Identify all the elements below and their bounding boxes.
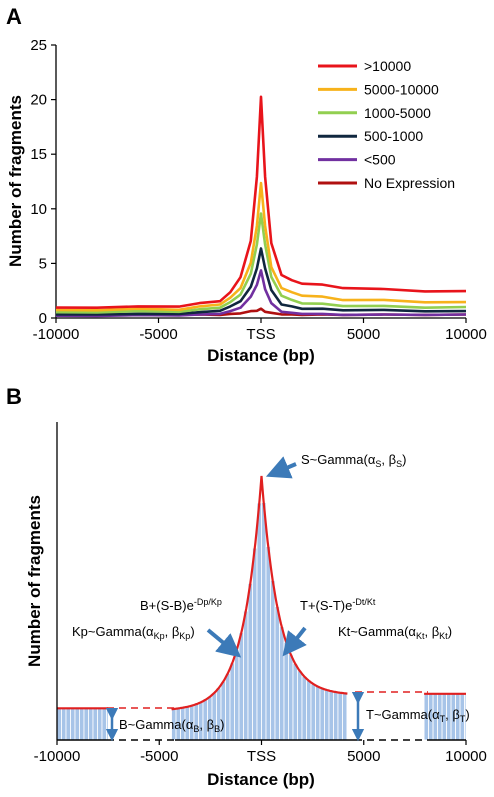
panel-b-x-tick-label: -5000 bbox=[140, 748, 178, 765]
panel-b-x-axis-title: Distance (bp) bbox=[207, 770, 315, 789]
histogram-bar bbox=[333, 691, 339, 741]
panel-b-x-tick-label: -10000 bbox=[34, 748, 81, 765]
histogram-bar bbox=[292, 663, 298, 741]
histogram-bar bbox=[243, 610, 249, 741]
histogram-bar bbox=[92, 707, 98, 741]
histogram-bar bbox=[56, 707, 62, 741]
panel-a-y-axis-title: Number of fragments bbox=[6, 95, 25, 267]
panel-b-x-tick-label: 10000 bbox=[445, 748, 487, 765]
histogram-bar bbox=[301, 675, 307, 741]
histogram-bar bbox=[288, 653, 294, 741]
histogram-bar bbox=[238, 632, 244, 741]
histogram-bar bbox=[234, 649, 240, 741]
annotation-t: T~Gamma(αT, βT) bbox=[366, 707, 470, 724]
histogram-bar bbox=[274, 606, 280, 741]
panel-b-x-tick-label: TSS bbox=[247, 748, 276, 765]
formula-left: B+(S-B)e-Dp/Kp bbox=[140, 597, 222, 613]
histogram-bar bbox=[283, 641, 289, 741]
histogram-bar bbox=[193, 703, 199, 741]
panel-a-y-tick-label: 20 bbox=[30, 92, 47, 109]
histogram-bar bbox=[83, 707, 89, 741]
histogram-bar bbox=[252, 547, 258, 741]
panel-a-y-tick-label: 10 bbox=[30, 201, 47, 218]
panel-a-x-axis-title: Distance (bp) bbox=[207, 346, 315, 365]
panel-a: A 0 5 10 15 20 25 -10000 -5000 TSS 5000 10000 Num… bbox=[6, 4, 487, 365]
panel-b-label: B bbox=[6, 384, 22, 409]
panel-a-y-tick-label: 5 bbox=[39, 255, 47, 272]
histogram-bar bbox=[101, 707, 107, 741]
histogram-bar bbox=[337, 692, 343, 741]
arrow-left-slope bbox=[206, 628, 242, 658]
annotation-kp: Kp~Gamma(αKp, βKp) bbox=[72, 624, 195, 641]
panel-a-x-tick-label: TSS bbox=[246, 326, 275, 343]
histogram-bar bbox=[265, 546, 271, 741]
series-line bbox=[55, 269, 467, 318]
legend-label: 1000-5000 bbox=[364, 105, 431, 121]
panel-b-x-tick-label: 5000 bbox=[347, 748, 380, 765]
panel-a-y-tick-label: 25 bbox=[30, 37, 47, 54]
panel-a-series-lines bbox=[55, 95, 467, 318]
series-line bbox=[55, 181, 467, 312]
arrow-to-peak bbox=[265, 456, 297, 479]
histogram-bar bbox=[306, 680, 312, 741]
formula-right: T+(S-T)e-Dt/Kt bbox=[300, 597, 376, 613]
histogram-bar bbox=[65, 707, 71, 741]
annotation-b: B~Gamma(αB, βB) bbox=[119, 717, 224, 734]
panel-a-y-tick-label: 0 bbox=[39, 310, 47, 327]
panel-a-legend: >10000 5000-10000 1000-5000 500-1000 <500 No … bbox=[318, 58, 455, 191]
histogram-bar bbox=[270, 579, 276, 741]
panel-a-y-ticks: 0 5 10 15 20 25 bbox=[30, 37, 56, 327]
histogram-bar bbox=[229, 662, 235, 741]
panel-b-model-curve bbox=[57, 475, 466, 711]
panel-b-x-ticks: -10000 -5000 TSS 5000 10000 bbox=[34, 740, 487, 765]
histogram-bar bbox=[310, 683, 316, 741]
histogram-bar bbox=[279, 626, 285, 741]
histogram-bar bbox=[342, 692, 348, 741]
series-line bbox=[55, 212, 467, 314]
histogram-bar bbox=[79, 707, 85, 741]
legend-label: 5000-10000 bbox=[364, 81, 439, 97]
panel-a-x-tick-label: 5000 bbox=[347, 326, 380, 343]
arrow-right-slope bbox=[282, 626, 307, 657]
legend-label: >10000 bbox=[364, 58, 411, 74]
panel-a-x-tick-label: -5000 bbox=[139, 326, 177, 343]
histogram-bar bbox=[261, 502, 267, 741]
histogram-bar bbox=[70, 707, 76, 741]
histogram-bar bbox=[256, 502, 262, 741]
series-line bbox=[55, 95, 467, 309]
histogram-bar bbox=[319, 688, 325, 741]
histogram-bar bbox=[74, 707, 80, 741]
panel-a-x-tick-label: -10000 bbox=[33, 326, 80, 343]
annotation-peak: S~Gamma(αS, βS) bbox=[301, 452, 406, 469]
histogram-bar bbox=[106, 707, 109, 741]
panel-a-label: A bbox=[6, 4, 22, 29]
panel-a-x-ticks: -10000 -5000 TSS 5000 10000 bbox=[33, 318, 487, 343]
annotation-kt: Kt~Gamma(αKt, βKt) bbox=[338, 624, 452, 641]
histogram-bar bbox=[97, 707, 103, 741]
legend-label: 500-1000 bbox=[364, 128, 423, 144]
panel-b-bars bbox=[56, 502, 467, 741]
histogram-bar bbox=[324, 689, 330, 741]
histogram-bar bbox=[61, 707, 67, 741]
histogram-bar bbox=[88, 707, 94, 741]
histogram-bar bbox=[297, 670, 303, 741]
histogram-bar bbox=[315, 686, 321, 741]
panel-a-x-tick-label: 10000 bbox=[445, 326, 487, 343]
legend-label: <500 bbox=[364, 152, 396, 168]
series-line bbox=[55, 247, 467, 316]
panel-a-y-tick-label: 15 bbox=[30, 146, 47, 163]
histogram-bar bbox=[247, 583, 253, 741]
panel-b: B -10000 -5000 TSS 5000 10000 Number of frag… bbox=[6, 384, 487, 789]
histogram-bar bbox=[328, 690, 334, 741]
legend-label: No Expression bbox=[364, 175, 455, 191]
histogram-bar bbox=[225, 672, 231, 741]
panel-b-y-axis-title: Number of fragments bbox=[25, 495, 44, 667]
